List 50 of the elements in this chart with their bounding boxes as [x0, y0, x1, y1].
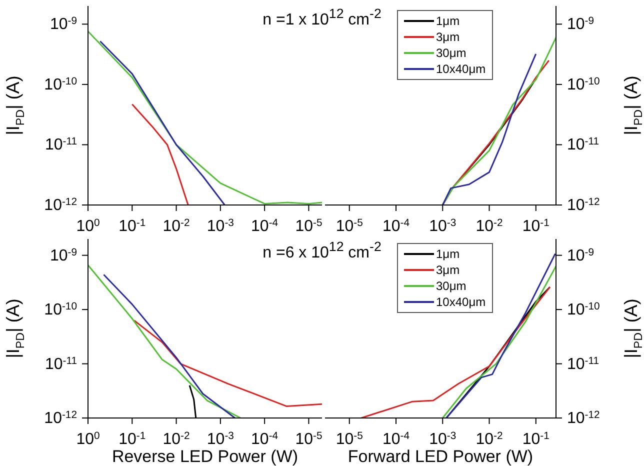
y-tick-label: 10$^{-9}$	[567, 246, 594, 264]
x-tick-label: 10$^{-3}$	[206, 430, 234, 448]
y-tick-label: 10$^{-12}$	[567, 410, 600, 427]
legend-label: 10x40μm	[436, 61, 486, 77]
y-tick-label: 10$^{-11}$	[567, 355, 600, 373]
y-tick-label: 10$^{-11}$	[567, 136, 600, 154]
x-tick-label: 10$^{-5}$	[336, 430, 364, 448]
y-tick-label: 10$^{-12}$	[44, 410, 78, 427]
x-tick-label: 10$^{-2}$	[476, 218, 503, 235]
legend-label: 3μm	[436, 29, 460, 45]
x-axis-title: Reverse LED Power (W)	[112, 447, 298, 466]
x-tick-label: 10$^{-1}$	[118, 218, 146, 235]
y-tick-label: 10$^{-11}$	[44, 355, 78, 373]
x-tick-label: 10$^{-2}$	[476, 430, 503, 448]
x-tick-label: 10$^{-3}$	[206, 218, 234, 235]
x-tick-label: 10$^{-4}$	[382, 218, 410, 235]
y-tick-label: 10$^{-12}$	[44, 196, 78, 214]
legend-label: 1μm	[436, 246, 460, 262]
x-tick-label: 10$^{-2}$	[162, 430, 190, 448]
legend-label: 3μm	[436, 262, 460, 278]
y-tick-label: 10$^{-9}$	[50, 16, 78, 34]
legend-label: 30μm	[436, 45, 466, 61]
x-tick-label: 10$^{-1}$	[522, 218, 550, 235]
legend-label: 30μm	[436, 278, 466, 294]
x-tick-label: 10$^{-3}$	[429, 430, 456, 448]
legend-label: 1μm	[436, 13, 460, 29]
x-tick-label: 10$^{-4}$	[251, 218, 278, 235]
x-axis-title: Forward LED Power (W)	[348, 447, 534, 466]
x-tick-label: 10$^{0}$	[76, 430, 100, 448]
y-tick-label: 10$^{-11}$	[44, 136, 78, 154]
y-tick-label: 10$^{-10}$	[567, 76, 600, 94]
y-tick-label: 10$^{-10}$	[567, 301, 600, 319]
y-tick-label: 10$^{-12}$	[567, 196, 600, 214]
x-tick-label: 10$^{-5}$	[336, 218, 364, 235]
y-tick-label: 10$^{-9}$	[50, 246, 78, 264]
x-tick-label: 10$^{-2}$	[162, 218, 190, 235]
y-tick-label: 10$^{-9}$	[567, 16, 594, 34]
legend-label: 10x40μm	[436, 294, 486, 310]
annotation: n =1 x 10$^{12}$ cm$^{-2}$	[262, 6, 382, 30]
x-tick-label: 10$^{-4}$	[382, 430, 410, 448]
y-tick-label: 10$^{-10}$	[44, 76, 78, 94]
y-tick-label: 10$^{-10}$	[44, 301, 78, 319]
x-tick-label: 10$^{0}$	[76, 218, 100, 235]
x-tick-label: 10$^{-1}$	[118, 430, 146, 448]
x-tick-label: 10$^{-1}$	[522, 430, 550, 448]
x-tick-label: 10$^{-5}$	[295, 430, 322, 448]
x-tick-label: 10$^{-4}$	[251, 430, 278, 448]
x-tick-label: 10$^{-3}$	[429, 218, 456, 235]
annotation: n =6 x 10$^{12}$ cm$^{-2}$	[262, 239, 382, 262]
x-tick-label: 10$^{-5}$	[295, 218, 322, 235]
